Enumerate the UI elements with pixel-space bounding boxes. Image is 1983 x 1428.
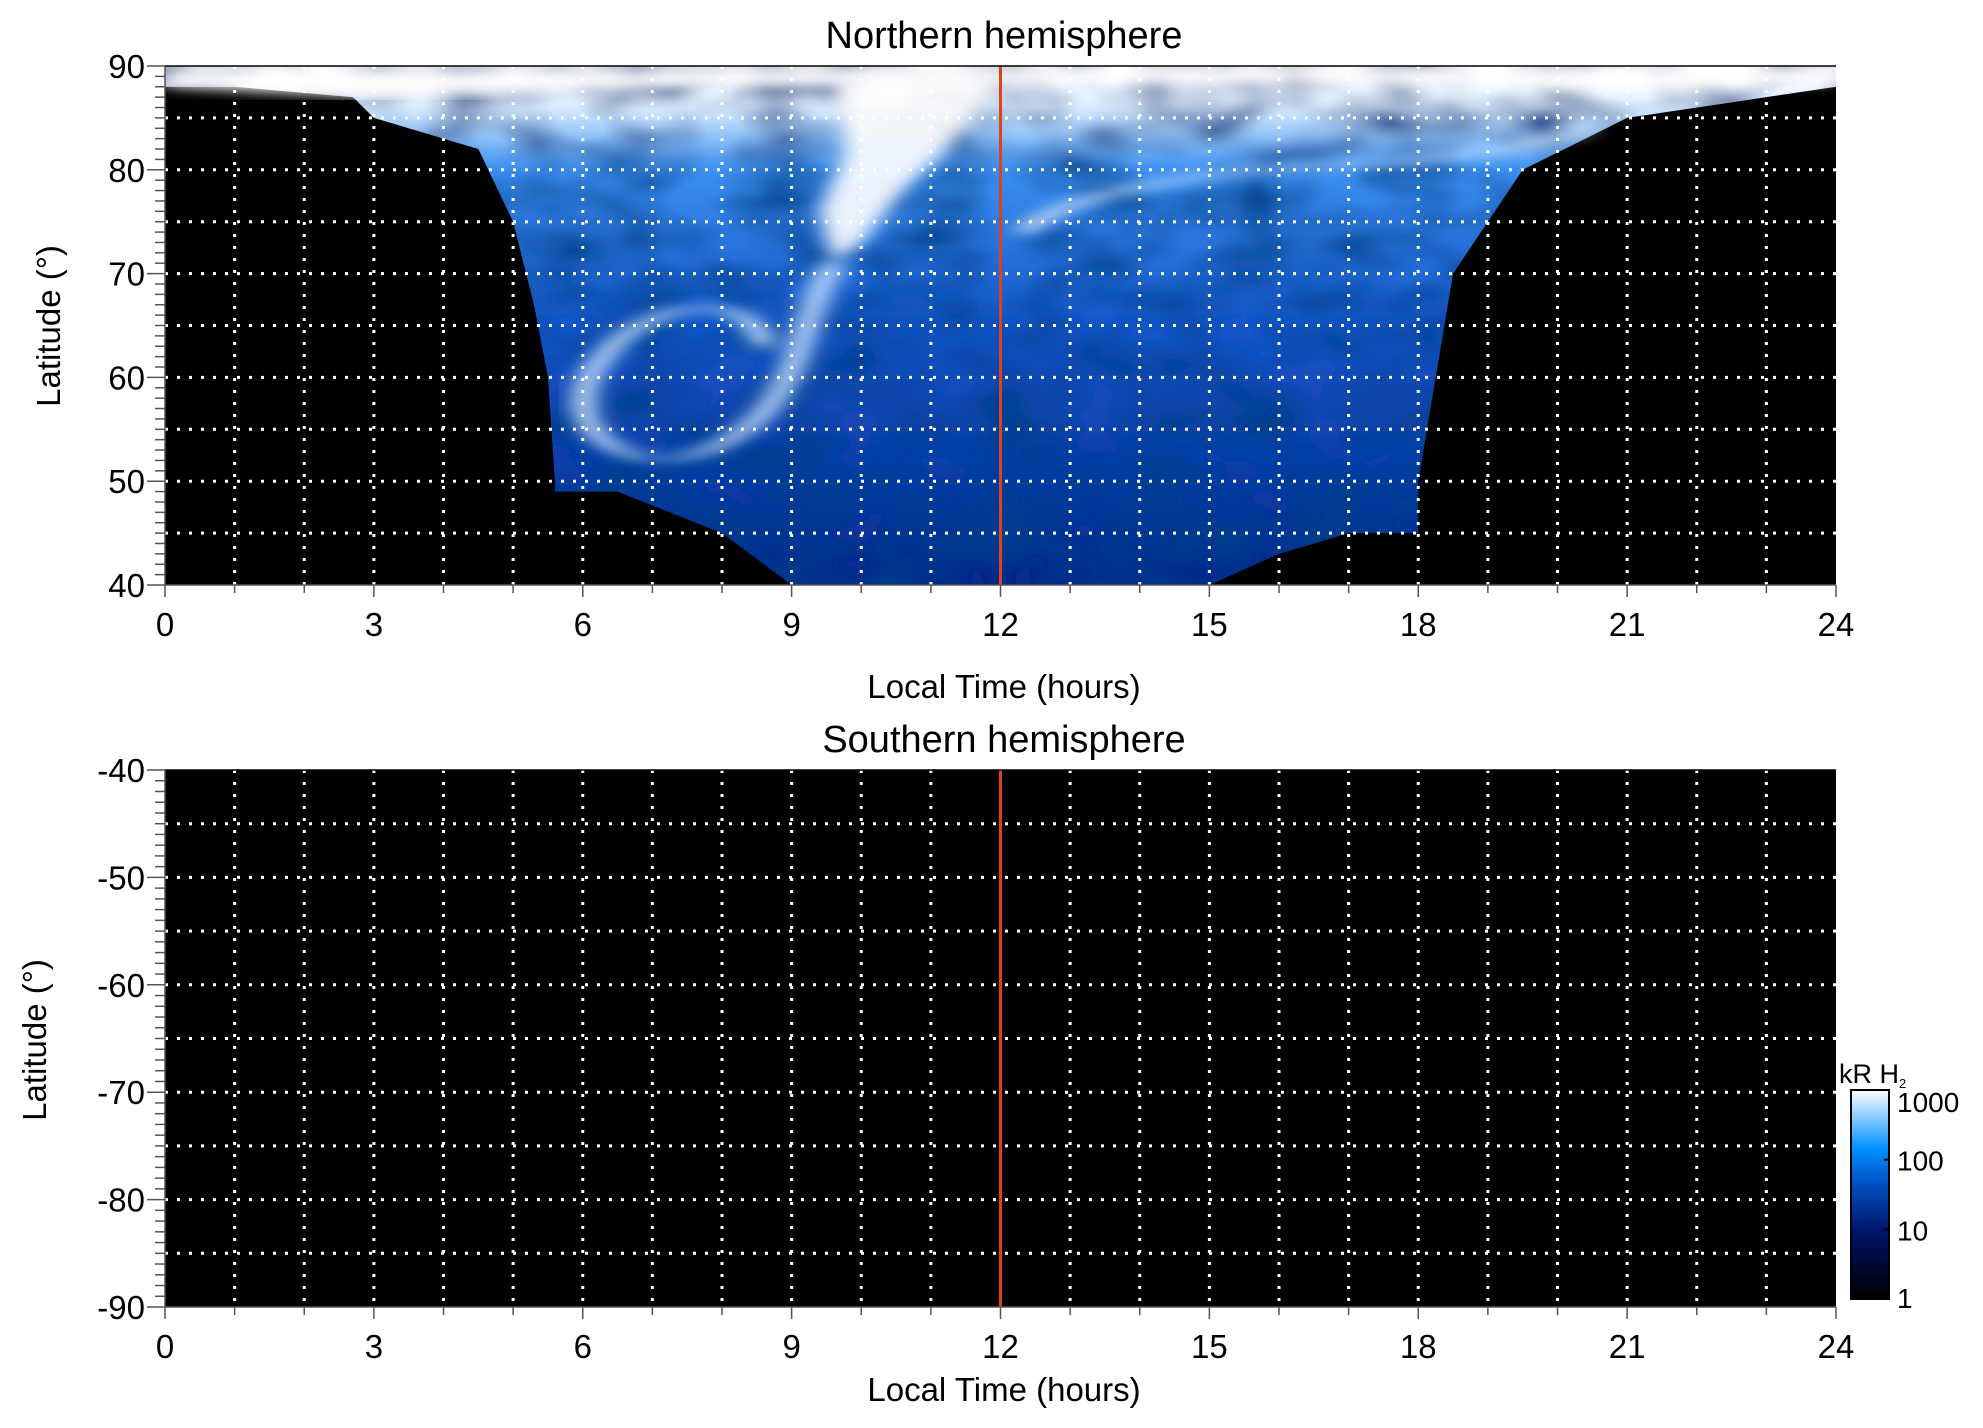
northern-ylabel: Latitude (°) <box>30 245 67 407</box>
southern-ylabel: Latitude (°) <box>16 959 53 1121</box>
x-tick-label: 6 <box>574 606 592 643</box>
northern-panel: Northern hemisphere 0 3 6 9 12 15 18 21 24 90 80 70… <box>30 15 1854 705</box>
x-tick-label: 18 <box>1400 606 1437 643</box>
swirl-arc <box>571 263 846 461</box>
colorbar-tick-label: 10 <box>1897 1215 1928 1246</box>
y-tick-label: 60 <box>108 359 145 396</box>
y-tick-label: -90 <box>97 1289 145 1326</box>
x-tick-label: 3 <box>365 606 383 643</box>
x-tick-label: 12 <box>982 1328 1019 1365</box>
southern-title: Southern hemisphere <box>822 719 1185 761</box>
y-tick-label: 40 <box>108 567 145 604</box>
colorbar-tick-label: 1000 <box>1897 1087 1959 1118</box>
northern-title: Northern hemisphere <box>826 15 1183 57</box>
x-tick-label: 15 <box>1191 606 1228 643</box>
x-tick-label: 24 <box>1818 1328 1855 1365</box>
northern-grid <box>165 66 1836 585</box>
northern-axes: 0 3 6 9 12 15 18 21 24 90 80 70 60 50 40 <box>108 48 1854 643</box>
y-tick-label: -40 <box>97 752 145 789</box>
colorbar-tick-label: 1 <box>1897 1283 1913 1314</box>
x-tick-label: 3 <box>365 1328 383 1365</box>
southern-panel: Southern hemisphere 0 3 6 9 12 15 18 21 24 -40 -50… <box>16 719 1854 1408</box>
y-tick-label: -80 <box>97 1182 145 1219</box>
x-tick-label: 0 <box>156 606 174 643</box>
y-tick-label: 70 <box>108 256 145 293</box>
x-tick-label: 0 <box>156 1328 174 1365</box>
y-tick-label: -50 <box>97 859 145 896</box>
polar-bright-band <box>165 69 1836 98</box>
x-tick-label: 18 <box>1400 1328 1437 1365</box>
x-tick-label: 12 <box>982 606 1019 643</box>
colorbar-label: kR H2 <box>1839 1059 1906 1091</box>
southern-grid <box>165 770 1836 1307</box>
colorbar-tick-label: 100 <box>1897 1146 1944 1177</box>
southern-axes: 0 3 6 9 12 15 18 21 24 -40 -50 -60 -70 -80 -90 <box>97 752 1854 1365</box>
southern-xlabel: Local Time (hours) <box>867 1371 1140 1408</box>
x-tick-label: 24 <box>1818 606 1855 643</box>
x-tick-label: 15 <box>1191 1328 1228 1365</box>
x-tick-label: 9 <box>782 1328 800 1365</box>
x-tick-label: 21 <box>1609 606 1646 643</box>
x-tick-label: 6 <box>574 1328 592 1365</box>
y-tick-label: 50 <box>108 463 145 500</box>
colorbar-gradient <box>1850 1089 1890 1300</box>
y-tick-label: 90 <box>108 48 145 85</box>
colorbar: kR H2 1000 100 10 1 <box>1839 1059 1959 1314</box>
y-tick-label: -60 <box>97 967 145 1004</box>
dusk-arc <box>1011 127 1602 233</box>
y-tick-label: -70 <box>97 1074 145 1111</box>
x-tick-label: 21 <box>1609 1328 1646 1365</box>
colorbar-ticks: 1000 100 10 1 <box>1884 1087 1959 1314</box>
northern-xlabel: Local Time (hours) <box>867 668 1140 705</box>
x-tick-label: 9 <box>782 606 800 643</box>
y-tick-label: 80 <box>108 152 145 189</box>
